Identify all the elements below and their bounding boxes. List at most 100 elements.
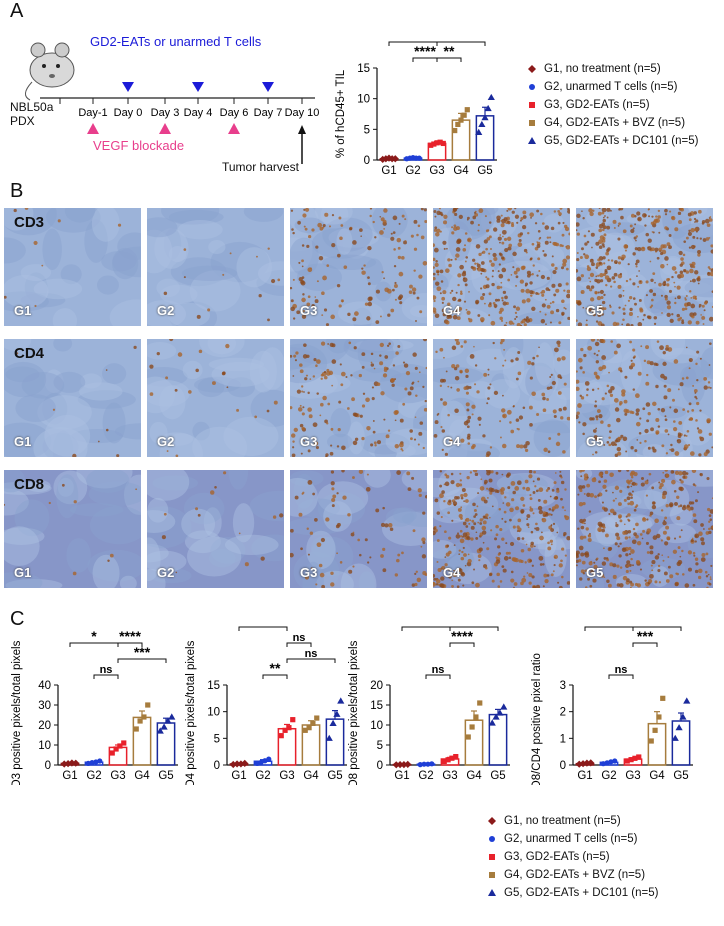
stain-cell [327,343,330,345]
stain-cell [603,576,606,579]
x-tick-label: G5 [327,770,342,782]
stain-cell [607,547,612,552]
stain-cell [660,263,665,269]
data-point [141,714,147,720]
stain-texture-patch [323,501,353,532]
stain-cell [652,272,656,276]
stain-cell [603,507,608,512]
stain-cell [632,527,636,531]
stain-cell [526,514,531,518]
stain-cell [416,577,422,583]
stain-texture-patch [56,474,79,519]
stain-cell [663,395,668,400]
stain-cell [440,576,445,581]
stain-cell [535,527,540,531]
stain-cell [593,561,596,564]
stain-cell [576,319,578,322]
stain-cell [417,224,421,228]
stain-cell [532,480,535,483]
stain-cell [660,251,664,256]
stain-cell [589,492,595,498]
stain-cell [593,564,598,569]
data-point [528,137,536,144]
stain-cell [634,302,637,306]
stain-cell [434,226,438,230]
data-point [465,734,471,740]
data-point [500,703,508,710]
stain-cell [693,217,697,221]
stain-cell [709,386,712,389]
stain-cell [536,412,540,417]
stain-cell [646,479,649,482]
stain-cell [504,359,507,362]
day-label: Day 7 [254,107,283,119]
stain-cell [546,386,551,390]
stain-cell [277,278,281,282]
legend-label: G3, GD2-EATs (n=5) [504,851,610,863]
legend-item: G4, GD2-EATs + BVZ (n=5) [485,866,658,884]
stain-cell [647,446,651,450]
stain-cell [303,391,305,393]
stain-cell [514,311,518,315]
stain-texture-patch [299,373,351,393]
stain-cell [665,473,670,478]
stain-cell [472,258,476,262]
stain-cell [595,241,600,246]
stain-cell [435,583,439,586]
stain-cell [376,382,381,386]
stain-cell [604,470,609,475]
stain-cell [490,248,492,250]
stain-cell [493,257,498,262]
stain-cell [441,296,446,301]
stain-texture-patch [66,538,91,573]
stain-cell [595,558,598,561]
stain-cell [156,352,160,356]
stain-cell [272,515,277,519]
stain-cell [686,302,691,307]
stain-cell [555,441,561,447]
stain-cell [586,492,591,497]
stain-cell [595,266,599,269]
x-tick-label: G2 [255,770,270,782]
stain-cell [656,256,660,260]
stain-cell [685,270,690,274]
stain-cell [482,434,486,438]
data-point [452,127,458,134]
stain-texture-patch [14,499,50,537]
stain-cell [433,299,436,303]
stain-texture-patch [147,510,176,533]
stain-cell [489,446,493,449]
stain-cell [679,263,683,267]
stain-cell [548,288,551,292]
stain-cell [547,486,551,490]
stain-cell [633,508,637,512]
stain-cell [516,427,519,430]
significance-label: ns [420,625,433,628]
stain-cell [532,491,536,494]
stain-texture-patch [4,526,40,567]
stain-cell [514,208,517,210]
stain-cell [489,302,492,305]
stain-cell [293,427,299,433]
stain-cell [457,273,462,278]
stain-cell [583,492,586,495]
stain-cell [440,398,443,401]
stain-cell [587,577,591,581]
stain-texture-patch [236,247,272,288]
significance-bracket [436,41,486,46]
stain-texture-patch [76,470,133,489]
stain-cell [624,536,629,540]
stain-cell [703,301,708,305]
stain-cell [619,542,622,545]
stain-cell [320,402,324,407]
stain-cell [293,354,297,358]
stain-cell [532,585,536,588]
stain-cell [677,505,681,508]
data-point [282,727,288,733]
stain-cell [507,246,512,251]
stain-cell [600,420,604,424]
stain-cell [393,284,398,288]
stain-cell [612,499,616,502]
stain-cell [559,474,562,478]
stain-cell [380,554,384,558]
